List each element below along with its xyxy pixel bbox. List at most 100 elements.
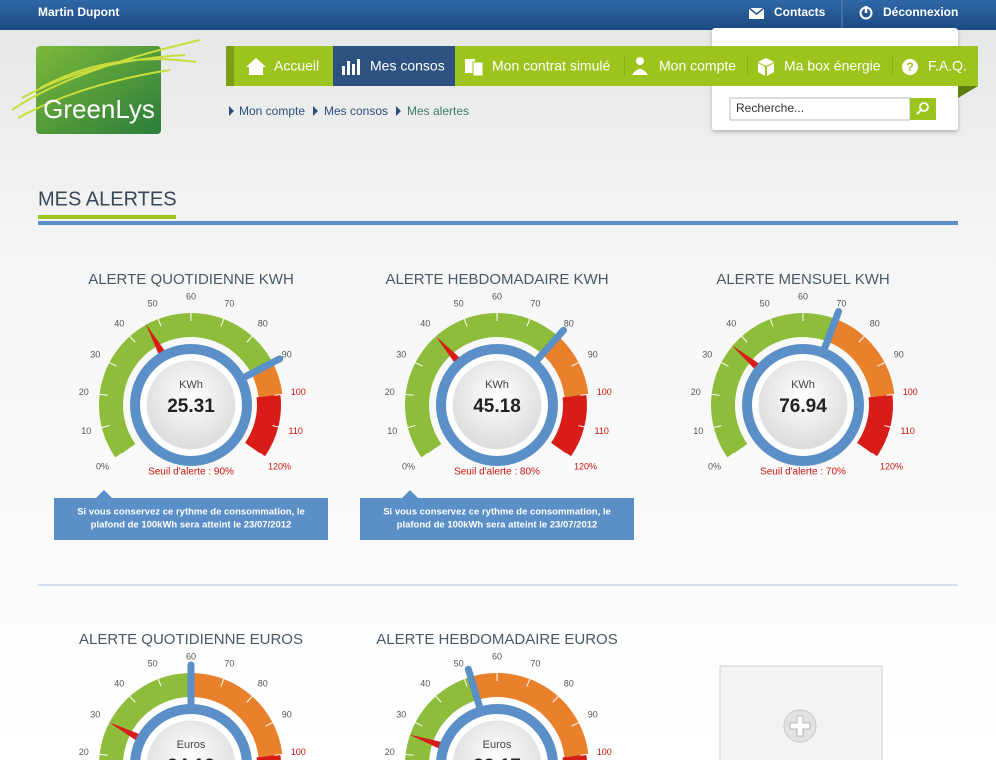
nav-separator	[624, 56, 625, 76]
chart-icon	[357, 59, 360, 75]
user-name: Martin Dupont	[38, 5, 119, 19]
tick-label: 60	[492, 651, 502, 661]
tick-label: 60	[186, 651, 196, 661]
tick-mark	[552, 695, 559, 703]
breadcrumb-current: Mes alertes	[407, 104, 469, 118]
pace-needle	[435, 335, 463, 366]
nav-item[interactable]: Accueil	[274, 58, 319, 74]
gauge-unit: Euros	[483, 739, 512, 751]
tick-mark	[99, 753, 108, 756]
tick-label: 80	[258, 679, 268, 689]
gauge-knob	[452, 720, 542, 760]
nav-item[interactable]: Mon contrat simulé	[492, 58, 610, 74]
nav-edge	[226, 46, 234, 86]
gauge-zone	[245, 394, 282, 457]
nav-separator	[747, 56, 748, 76]
chart-icon	[352, 64, 355, 75]
tick-mark	[274, 753, 283, 756]
tick-label: 100	[291, 747, 306, 757]
gauge-zone	[711, 312, 836, 458]
tick-mark	[713, 425, 722, 429]
tick-label: 90	[588, 350, 598, 360]
tick-label: 0%	[96, 461, 109, 471]
limit-needle	[238, 355, 284, 382]
gauge-zone	[470, 673, 589, 758]
logout-label: Déconnexion	[883, 5, 958, 19]
search-button[interactable]	[910, 98, 936, 120]
tick-mark	[272, 425, 281, 429]
user-icon	[636, 57, 644, 65]
gauge-value: 45.18	[473, 396, 521, 417]
tick-label: 90	[588, 710, 598, 720]
tick-mark	[769, 318, 774, 327]
tick-label: 30	[396, 710, 406, 720]
tick-mark	[129, 695, 136, 703]
tick-label: 30	[90, 710, 100, 720]
gauge: ALERTE QUOTIDIENNE KWH 0% 10 20 30 40 50 60 70 80…	[54, 271, 328, 540]
add-alert-tile[interactable]	[719, 665, 883, 760]
tick-mark	[129, 335, 136, 343]
breadcrumb-item[interactable]: Mon compte	[239, 104, 305, 118]
search-placeholder: Recherche...	[736, 101, 804, 115]
add-icon-plus	[789, 715, 811, 737]
tick-mark	[884, 425, 893, 429]
gauge-title: ALERTE HEBDOMADAIRE KWH	[385, 271, 608, 288]
tick-mark	[526, 318, 531, 327]
tick-label: 80	[564, 679, 574, 689]
limit-needle	[532, 326, 567, 366]
breadcrumb-item[interactable]: Mes consos	[324, 104, 388, 118]
tick-mark	[274, 393, 283, 396]
gauge-knob	[146, 720, 236, 760]
tick-label: 70	[530, 298, 540, 308]
tick-label: 40	[114, 319, 124, 329]
tooltip-text: Si vous conservez ce rythme de consommat…	[77, 507, 305, 518]
gauge-unit: KWh	[791, 379, 815, 391]
tick-mark	[580, 753, 589, 756]
tick-mark	[157, 678, 162, 687]
pace-needle	[145, 323, 168, 359]
nav-item[interactable]: Mon compte	[659, 58, 736, 74]
tick-mark	[405, 393, 414, 396]
tick-mark	[580, 393, 589, 396]
user-icon	[632, 69, 648, 75]
logout-link[interactable]: Déconnexion	[859, 5, 959, 20]
tick-mark	[463, 678, 468, 687]
tooltip-text: plafond de 100kWh sera atteint le 23/07/…	[397, 520, 598, 531]
nav-item[interactable]: F.A.Q.	[928, 58, 967, 74]
logo[interactable]: GreenLys	[11, 39, 201, 134]
gauge: ALERTE MENSUEL KWH 0% 10 20 30 40 50 60 70 80 90 10…	[691, 271, 918, 478]
section-title: MES ALERTES	[38, 188, 177, 210]
tick-label: 50	[148, 298, 158, 308]
nav-item[interactable]: Ma box énergie	[784, 58, 881, 74]
tooltip	[54, 498, 328, 540]
tick-label: 120%	[880, 461, 903, 471]
tick-label: 100	[597, 387, 612, 397]
tick-mark	[407, 425, 416, 429]
tick-mark	[877, 362, 885, 367]
contacts-label: Contacts	[774, 5, 826, 19]
nav-item[interactable]: Mes consos	[370, 58, 445, 74]
tick-mark	[415, 722, 423, 727]
tick-label: 40	[420, 679, 430, 689]
contacts-link[interactable]: Contacts	[748, 5, 826, 19]
tick-mark	[405, 753, 414, 756]
tick-mark	[721, 362, 729, 367]
tick-mark	[526, 678, 531, 687]
tick-label: 90	[894, 350, 904, 360]
tick-mark	[220, 678, 225, 687]
tick-label: 60	[492, 291, 502, 301]
tick-label: 110	[595, 426, 609, 436]
tick-mark	[101, 425, 110, 429]
search-icon	[919, 102, 929, 112]
tick-mark	[578, 425, 587, 429]
tick-mark	[246, 335, 253, 343]
tick-label: 110	[289, 426, 303, 436]
nav-icons	[246, 57, 918, 77]
tick-label: 70	[224, 658, 234, 668]
top-bar	[0, 0, 996, 30]
tick-mark	[220, 318, 225, 327]
mail-icon-flap	[748, 7, 765, 15]
tick-mark	[571, 362, 579, 367]
tick-label: 70	[836, 298, 846, 308]
tick-label: 30	[396, 350, 406, 360]
